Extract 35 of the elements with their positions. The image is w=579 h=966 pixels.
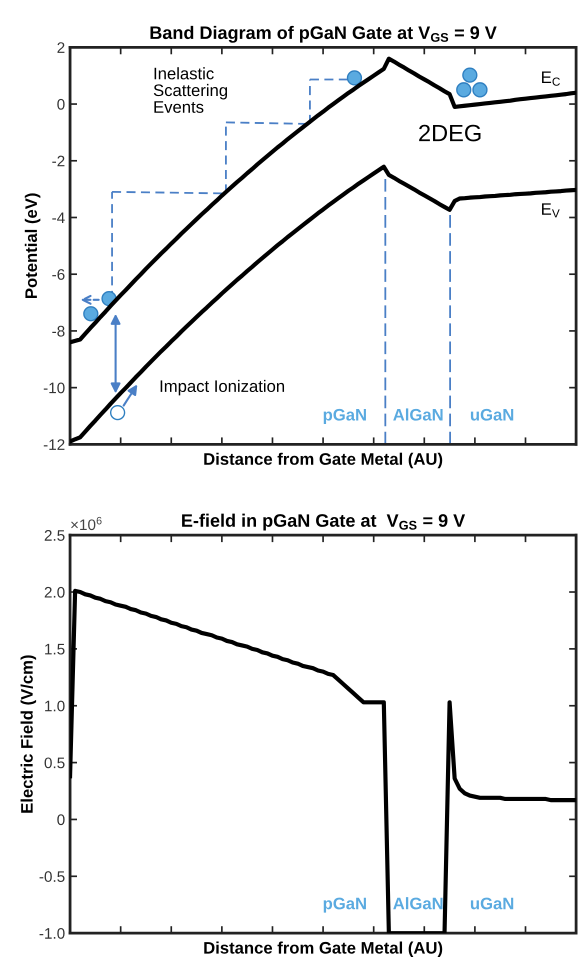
y-tick-label: -0.5 xyxy=(40,871,65,882)
y-tick-label: 2 xyxy=(57,42,64,53)
annotation: AlGaN xyxy=(393,897,443,910)
y-tick-label: 0 xyxy=(57,98,65,110)
y-axis-title: Electric Field (V/cm) xyxy=(20,655,36,813)
y-tick-label: 1.0 xyxy=(45,700,65,712)
y-tick-label: 2.5 xyxy=(44,530,65,541)
y-tick-label: -4 xyxy=(52,212,65,224)
annotation: uGaN xyxy=(470,408,514,421)
y-tick-label: 0 xyxy=(57,814,65,826)
x-axis-title: Distance from Gate Metal (AU) xyxy=(204,941,442,958)
y-tick-label: -12 xyxy=(44,439,64,450)
y-tick-label: 1.5 xyxy=(45,644,65,655)
annotation: uGaN xyxy=(470,898,514,910)
line-series xyxy=(70,56,576,344)
annotation: E$_{C}$ xyxy=(542,72,560,86)
annotation: AlGaN xyxy=(393,408,443,421)
annotation: pGaN xyxy=(324,408,366,424)
y-tick-label: -10 xyxy=(44,382,65,394)
chart-title: Band Diagram of pGaN Gate at V$_{GS}$ = 9 V xyxy=(150,26,497,43)
annotation: pGaN xyxy=(324,898,366,913)
annotation: E$_{V}$ xyxy=(542,203,560,218)
annotation: Inelastic Scattering Events xyxy=(154,67,228,113)
annotation: Impact Ionization xyxy=(160,380,284,396)
annotation: 2DEG xyxy=(419,124,480,142)
y-tick-label: 0.5 xyxy=(44,757,65,768)
text: ×10$^{6}$ xyxy=(71,516,102,530)
y-axis-title: Potential (eV) xyxy=(24,193,40,298)
y-tick-label: -8 xyxy=(52,326,65,337)
y-tick-label: -1.0 xyxy=(40,928,65,939)
y-tick-label: -6 xyxy=(52,269,65,280)
y-tick-label: -2 xyxy=(52,156,64,166)
x-axis-title: Distance from Gate Metal (AU) xyxy=(204,452,442,468)
chart-title: E-field in pGaN Gate at V$_{GS}$ = 9 V xyxy=(182,514,466,530)
y-tick-label: 2.0 xyxy=(44,586,65,598)
